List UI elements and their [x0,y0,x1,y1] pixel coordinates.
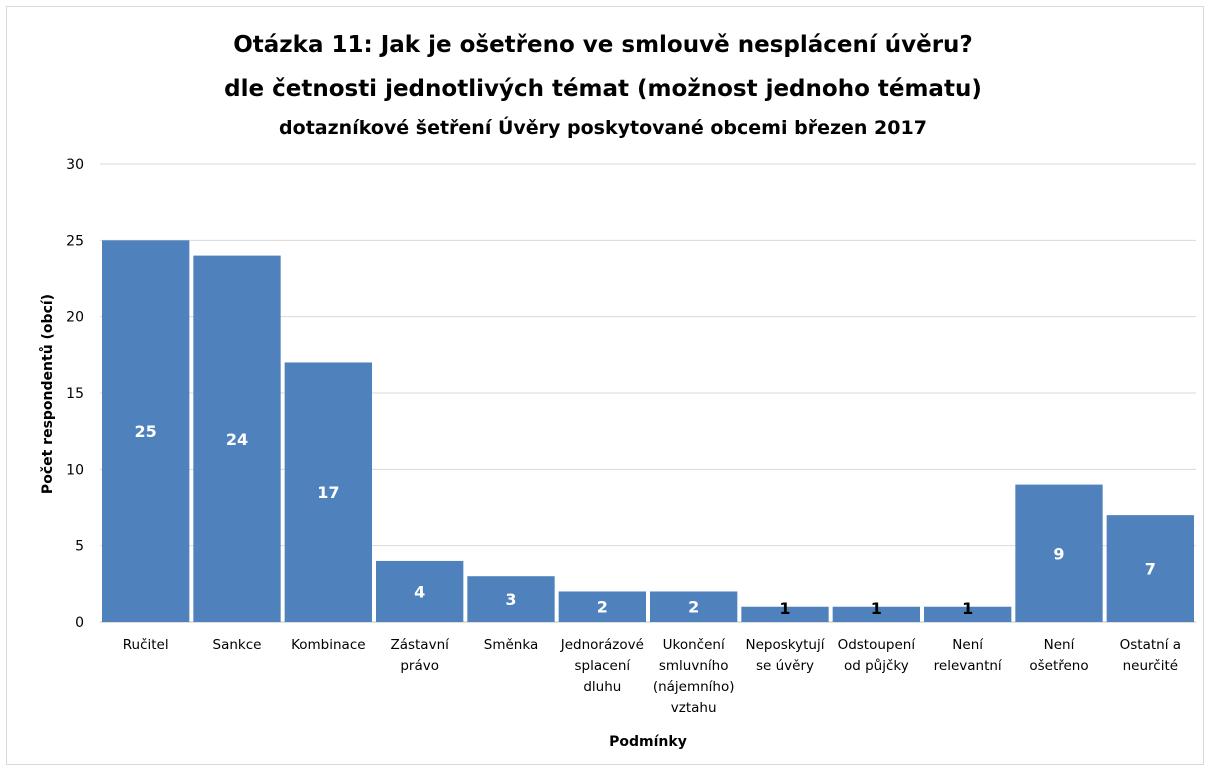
y-tick-label: 5 [75,539,84,555]
x-tick-label: Zástavní [390,637,450,653]
bar [558,591,646,622]
data-label: 9 [1053,544,1064,563]
bar [1015,484,1103,622]
gridlines [100,163,1196,623]
x-tick-label: ošetřeno [1029,658,1088,674]
x-tick-label: smluvního [659,658,729,674]
bar [1106,515,1194,622]
x-tick-label: neurčité [1123,658,1178,674]
x-axis-labels: Ručitel Sankce Kombinace Zástavní právo Směnk… [123,637,1181,716]
x-tick-label: od půjčky [844,658,909,674]
data-label: 1 [962,599,973,618]
data-label: 2 [597,598,608,617]
y-tick-label: 0 [75,615,84,631]
x-tick-label: Sankce [213,637,262,653]
data-label: 24 [226,430,248,449]
data-label: 7 [1145,560,1156,579]
bar [376,560,464,622]
x-tick-label: Ostatní a [1120,637,1181,653]
x-tick-label: Ukončení [663,637,726,653]
x-tick-label: se úvěry [756,658,814,674]
y-tick-label: 25 [66,233,84,249]
x-tick-label: Kombinace [291,637,365,653]
data-label: 1 [779,599,790,618]
x-tick-label: Neposkytují [746,637,826,653]
chart-title: Otázka 11: Jak je ošetřeno ve smlouvě ne… [233,32,973,58]
x-tick-label: Není [952,637,984,653]
chart-subtitle-2: dotazníkové šetření Úvěry poskytované ob… [279,117,927,139]
chart-subtitle: dle četnosti jednotlivých témat (možnost… [224,76,982,102]
x-tick-label: vztahu [671,700,717,716]
bar [924,606,1012,622]
x-tick-label: Jednorázové [560,637,644,653]
bar [650,591,738,622]
x-tick-label: právo [400,658,439,674]
bar [193,255,281,622]
data-label: 1 [871,599,882,618]
bar [741,606,829,622]
x-tick-label: (nájemního) [653,679,735,695]
bars [102,240,1194,623]
x-tick-label: splacení [574,658,631,674]
y-tick-label: 20 [66,310,84,326]
y-tick-label: 15 [66,386,84,402]
data-label: 2 [688,598,699,617]
y-tick-label: 10 [66,462,84,478]
bar [832,606,920,622]
x-tick-label: Není [1044,637,1076,653]
x-tick-label: Ručitel [123,637,169,653]
x-axis-title: Podmínky [609,734,687,750]
y-tick-label: 30 [66,157,84,173]
x-tick-label: Směnka [484,637,538,653]
y-axis-ticks: 0 5 10 15 20 25 30 [66,157,84,631]
y-axis-title: Počet respondentů (obcí) [39,294,56,494]
x-tick-label: relevantní [934,658,1003,674]
x-tick-label: dluhu [583,679,621,695]
bar [102,240,190,623]
data-label: 17 [317,483,339,502]
x-tick-label: Odstoupení [838,637,917,653]
bar [284,362,372,622]
bar [467,576,555,622]
data-label: 25 [135,422,157,441]
data-label: 4 [414,582,425,601]
data-label: 3 [505,590,516,609]
